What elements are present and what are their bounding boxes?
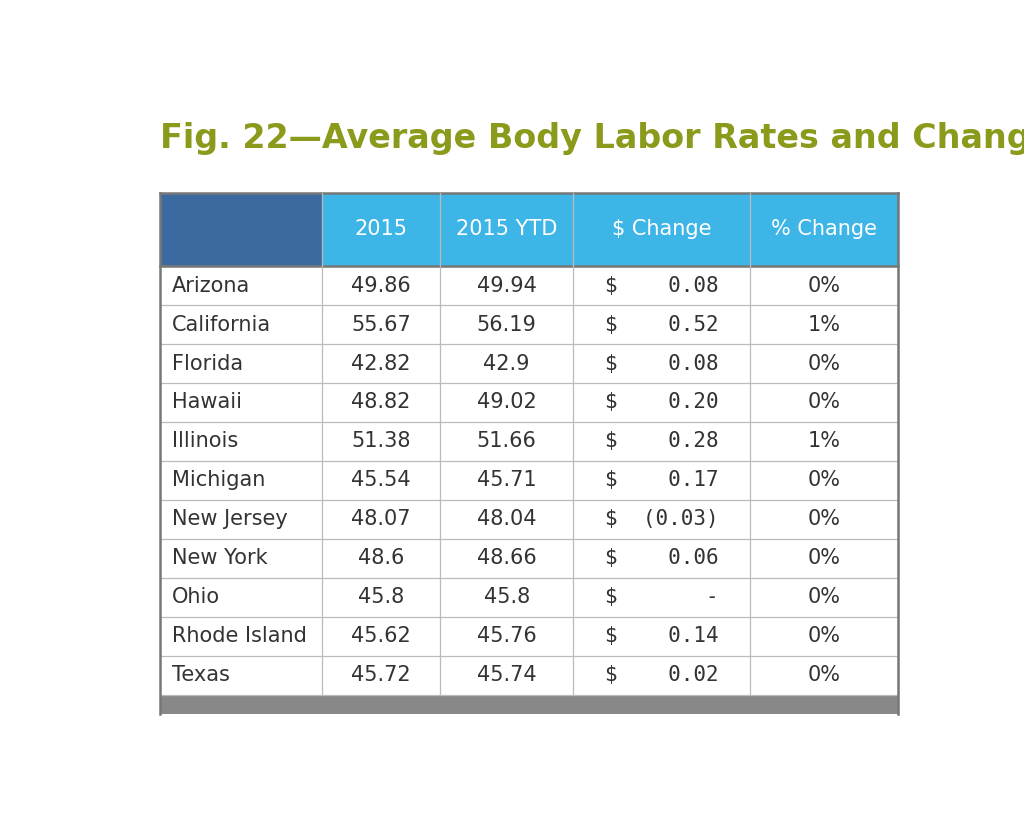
Text: 45.62: 45.62 <box>351 627 411 647</box>
Text: New York: New York <box>172 548 267 568</box>
Text: California: California <box>172 315 270 335</box>
Text: 1%: 1% <box>808 315 841 335</box>
Text: 2015: 2015 <box>354 219 408 239</box>
Text: 49.94: 49.94 <box>477 276 537 296</box>
FancyBboxPatch shape <box>160 656 898 695</box>
Text: $    0.14: $ 0.14 <box>605 627 719 647</box>
Text: $    0.08: $ 0.08 <box>605 353 719 373</box>
Text: 45.8: 45.8 <box>358 588 404 607</box>
Text: $    0.52: $ 0.52 <box>605 315 719 335</box>
Text: $    0.02: $ 0.02 <box>605 666 719 686</box>
Text: 45.54: 45.54 <box>351 470 411 490</box>
Text: 0%: 0% <box>808 548 841 568</box>
Text: 48.82: 48.82 <box>351 392 411 412</box>
Text: 45.8: 45.8 <box>483 588 529 607</box>
FancyBboxPatch shape <box>160 578 898 617</box>
FancyBboxPatch shape <box>573 193 751 266</box>
Text: $    0.08: $ 0.08 <box>605 276 719 296</box>
FancyBboxPatch shape <box>160 617 898 656</box>
Text: 42.82: 42.82 <box>351 353 411 373</box>
Text: 0%: 0% <box>808 353 841 373</box>
FancyBboxPatch shape <box>323 193 440 266</box>
Text: 0%: 0% <box>808 392 841 412</box>
Text: 0%: 0% <box>808 588 841 607</box>
Text: Texas: Texas <box>172 666 229 686</box>
FancyBboxPatch shape <box>160 500 898 539</box>
Text: 48.04: 48.04 <box>477 509 537 529</box>
Text: 0%: 0% <box>808 666 841 686</box>
Text: $    0.20: $ 0.20 <box>605 392 719 412</box>
Text: 0%: 0% <box>808 276 841 296</box>
Text: 49.86: 49.86 <box>351 276 411 296</box>
FancyBboxPatch shape <box>160 383 898 422</box>
Text: New Jersey: New Jersey <box>172 509 288 529</box>
FancyBboxPatch shape <box>160 539 898 578</box>
Text: 42.9: 42.9 <box>483 353 529 373</box>
Text: 45.72: 45.72 <box>351 666 411 686</box>
FancyBboxPatch shape <box>160 461 898 500</box>
Text: 48.07: 48.07 <box>351 509 411 529</box>
Text: $ Change: $ Change <box>612 219 712 239</box>
Text: 1%: 1% <box>808 431 841 451</box>
Text: 45.71: 45.71 <box>477 470 537 490</box>
Text: 55.67: 55.67 <box>351 315 411 335</box>
Text: 2015 YTD: 2015 YTD <box>456 219 557 239</box>
Text: Illinois: Illinois <box>172 431 238 451</box>
FancyBboxPatch shape <box>160 305 898 344</box>
Text: 56.19: 56.19 <box>477 315 537 335</box>
FancyBboxPatch shape <box>160 422 898 461</box>
Text: Ohio: Ohio <box>172 588 220 607</box>
Text: $    0.17: $ 0.17 <box>605 470 719 490</box>
Text: Arizona: Arizona <box>172 276 250 296</box>
Text: $       -: $ - <box>605 588 719 607</box>
Text: 48.66: 48.66 <box>477 548 537 568</box>
Text: 0%: 0% <box>808 509 841 529</box>
Text: 49.02: 49.02 <box>477 392 537 412</box>
Text: 51.66: 51.66 <box>477 431 537 451</box>
Text: Fig. 22—Average Body Labor Rates and Change by State: Fig. 22—Average Body Labor Rates and Cha… <box>160 122 1024 155</box>
Text: Florida: Florida <box>172 353 243 373</box>
FancyBboxPatch shape <box>440 193 573 266</box>
FancyBboxPatch shape <box>160 266 898 305</box>
FancyBboxPatch shape <box>751 193 898 266</box>
FancyBboxPatch shape <box>160 193 323 266</box>
Text: 51.38: 51.38 <box>351 431 411 451</box>
Text: Michigan: Michigan <box>172 470 265 490</box>
Text: $  (0.03): $ (0.03) <box>605 509 719 529</box>
Text: 48.6: 48.6 <box>358 548 404 568</box>
Text: % Change: % Change <box>771 219 877 239</box>
Text: 45.76: 45.76 <box>477 627 537 647</box>
Text: Rhode Island: Rhode Island <box>172 627 306 647</box>
FancyBboxPatch shape <box>160 695 898 714</box>
Text: Hawaii: Hawaii <box>172 392 242 412</box>
Text: $    0.28: $ 0.28 <box>605 431 719 451</box>
Text: $    0.06: $ 0.06 <box>605 548 719 568</box>
Text: 0%: 0% <box>808 627 841 647</box>
FancyBboxPatch shape <box>160 344 898 383</box>
Text: 45.74: 45.74 <box>477 666 537 686</box>
Text: 0%: 0% <box>808 470 841 490</box>
